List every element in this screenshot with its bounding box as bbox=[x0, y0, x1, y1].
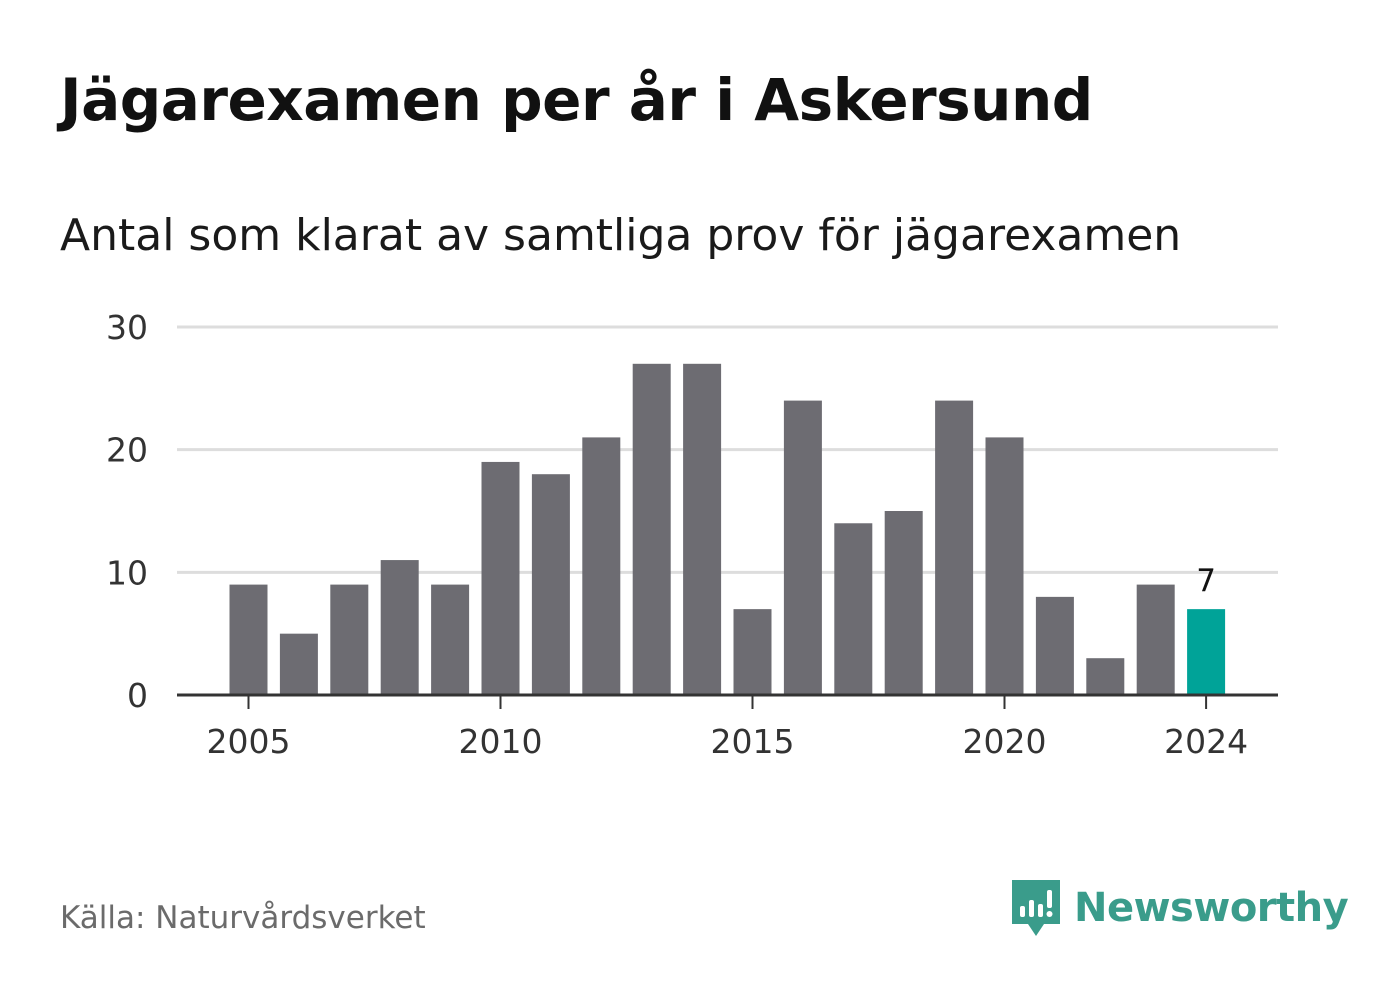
y-tick-label: 0 bbox=[127, 676, 148, 715]
bar bbox=[733, 609, 772, 695]
bar bbox=[783, 400, 822, 695]
bar bbox=[1136, 584, 1175, 695]
source-note: Källa: Naturvårdsverket bbox=[60, 900, 426, 936]
x-tick-label: 2015 bbox=[711, 722, 795, 761]
newsworthy-logo-icon bbox=[1012, 880, 1060, 936]
bar bbox=[531, 474, 570, 695]
brand-name: Newsworthy bbox=[1074, 885, 1349, 931]
grid-lines bbox=[177, 325, 1278, 574]
chart-subtitle: Antal som klarat av samtliga prov för jä… bbox=[60, 210, 1182, 261]
bar bbox=[632, 363, 671, 695]
bar bbox=[380, 560, 419, 695]
y-tick-label: 10 bbox=[106, 553, 148, 592]
bar bbox=[431, 584, 470, 695]
y-tick-label: 20 bbox=[106, 431, 148, 470]
data-labels: 7 bbox=[1196, 563, 1216, 599]
bar bbox=[683, 363, 722, 695]
x-tick-label: 2020 bbox=[963, 722, 1047, 761]
y-axis-ticks: 0 10 20 30 bbox=[106, 308, 148, 715]
x-tick-label: 2005 bbox=[207, 722, 291, 761]
bar bbox=[330, 584, 369, 695]
bar bbox=[229, 584, 268, 695]
brand-logo: Newsworthy bbox=[1010, 878, 1349, 938]
x-tick-label: 2010 bbox=[459, 722, 543, 761]
y-tick-label: 30 bbox=[106, 308, 148, 347]
bar bbox=[279, 633, 318, 695]
bar bbox=[481, 461, 520, 695]
bar bbox=[935, 400, 974, 695]
bar bbox=[884, 511, 923, 695]
bar bbox=[1035, 596, 1074, 695]
bars bbox=[229, 363, 1226, 695]
bar bbox=[1187, 609, 1226, 695]
chart-title: Jägarexamen per år i Askersund bbox=[60, 66, 1093, 134]
bar bbox=[582, 437, 621, 695]
data-label: 7 bbox=[1196, 563, 1216, 599]
x-tick-label: 2024 bbox=[1164, 722, 1248, 761]
bar bbox=[985, 437, 1024, 695]
bar bbox=[834, 523, 873, 695]
bar bbox=[1086, 658, 1125, 695]
x-axis-ticks: 2005 2010 2015 2020 2024 bbox=[207, 695, 1248, 761]
